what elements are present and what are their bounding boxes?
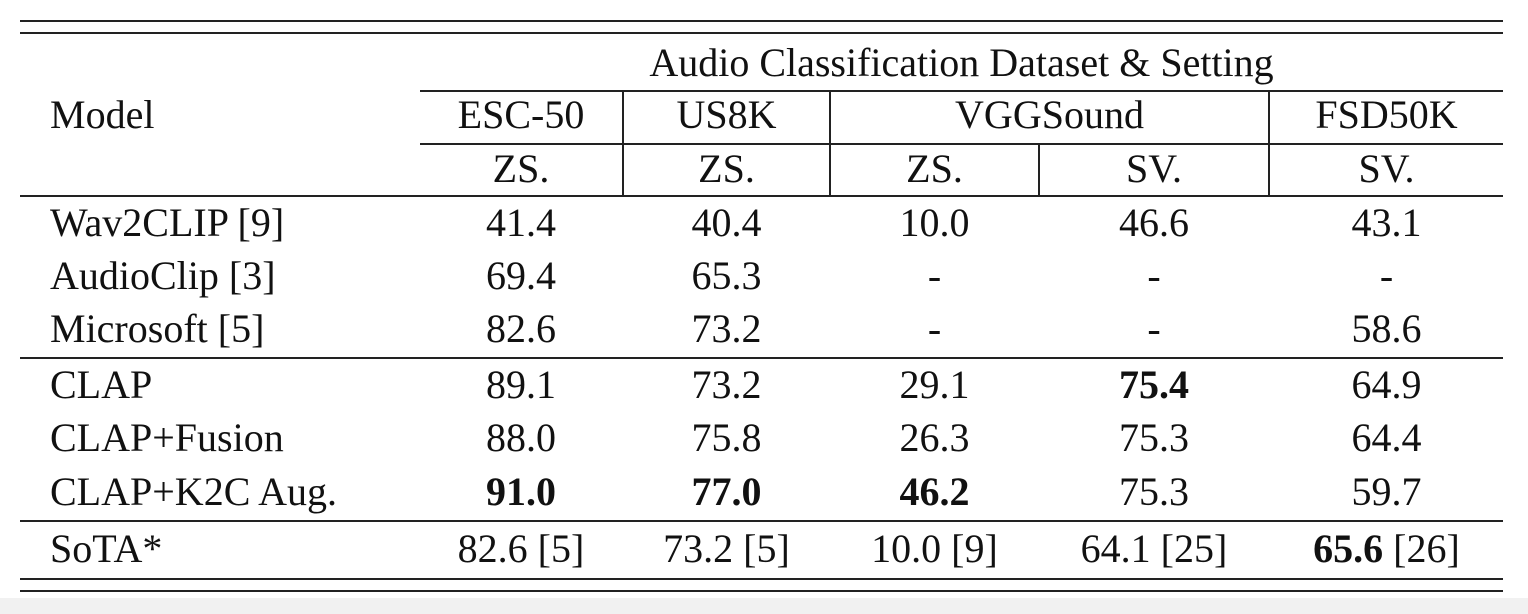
row-value-best: 77.0 [691, 469, 762, 514]
row-value: 40.4 [691, 200, 762, 245]
vline-esc-us8k [622, 91, 624, 196]
setting-header-5: SV. [1358, 146, 1415, 191]
baseline-separator-rule [20, 357, 1503, 359]
setting-underline [420, 143, 1503, 145]
sota-model: SoTA* [50, 526, 163, 571]
row-value: 88.0 [486, 415, 556, 460]
row-model: AudioClip [3] [50, 253, 276, 298]
setting-header-4: SV. [1126, 146, 1182, 191]
dataset-header-vggsound: VGGSound [955, 92, 1144, 137]
row-value-best: 46.2 [899, 469, 970, 514]
row-value: 26.3 [899, 415, 970, 460]
sota-value: 73.2 [663, 526, 734, 571]
row-model: Wav2CLIP [9] [50, 200, 285, 245]
row-model: CLAP [50, 362, 153, 407]
row-value: 69.4 [486, 253, 556, 298]
row-value: - [1379, 253, 1394, 298]
row-value: 64.9 [1351, 362, 1422, 407]
dataset-underline [420, 90, 1503, 92]
setting-header-3: ZS. [906, 146, 963, 191]
sota-separator-rule [20, 520, 1503, 522]
row-value: 46.6 [1119, 200, 1189, 245]
model-column-header: Model [50, 92, 155, 137]
vline-vgg-zs-sv [1038, 144, 1040, 196]
header-bottom-rule [20, 195, 1503, 197]
row-value: 65.3 [691, 253, 762, 298]
sota-value: 82.6 [457, 526, 528, 571]
row-value: 73.2 [691, 362, 762, 407]
row-value-best: 75.4 [1119, 362, 1189, 407]
vline-us8k-vgg [829, 91, 831, 196]
sota-value-best: 65.6 [1313, 526, 1384, 571]
sota-cell: 10.0 [9] [831, 522, 1038, 576]
row-value-best: 91.0 [486, 469, 556, 514]
setting-header-1: ZS. [492, 146, 550, 191]
dataset-header-us8k: US8K [676, 92, 777, 137]
sota-citation: [26] [1393, 526, 1460, 571]
sota-citation: [25] [1160, 526, 1228, 571]
row-model: Microsoft [5] [50, 306, 265, 351]
bottom-rule-2 [20, 590, 1503, 592]
sota-citation: [5] [743, 526, 790, 571]
row-value: - [927, 253, 942, 298]
row-value: 58.6 [1351, 306, 1422, 351]
page-bottom-shade [0, 598, 1528, 614]
row-value: 43.1 [1351, 200, 1422, 245]
row-value: - [927, 306, 942, 351]
row-value: 41.4 [486, 200, 556, 245]
sota-cell: 65.6 [26] [1270, 522, 1503, 576]
sota-citation: [9] [951, 526, 998, 571]
row-value: 59.7 [1351, 469, 1422, 514]
sota-cell: 64.1 [25] [1040, 522, 1268, 576]
row-value: 75.3 [1119, 469, 1189, 514]
top-rule-2 [20, 32, 1503, 34]
row-value: - [1147, 306, 1161, 351]
row-value: 73.2 [691, 306, 762, 351]
row-value: 10.0 [899, 200, 970, 245]
row-value: 64.4 [1351, 415, 1422, 460]
row-value: 89.1 [486, 362, 556, 407]
sota-cell: 73.2 [5] [624, 522, 829, 576]
dataset-header-esc50: ESC-50 [457, 92, 585, 137]
dataset-header-fsd50k: FSD50K [1315, 92, 1458, 137]
row-value: 75.8 [691, 415, 762, 460]
sota-value: 64.1 [1080, 526, 1151, 571]
top-rule-1 [20, 20, 1503, 22]
row-model: CLAP+Fusion [50, 415, 284, 460]
sota-citation: [5] [537, 526, 585, 571]
vline-vgg-fsd [1268, 91, 1270, 196]
group-header: Audio Classification Dataset & Setting [649, 40, 1274, 85]
row-model: CLAP+K2C Aug. [50, 469, 338, 514]
row-value: 75.3 [1119, 415, 1189, 460]
sota-value: 10.0 [871, 526, 942, 571]
bottom-rule-1 [20, 578, 1503, 580]
sota-cell: 82.6 [5] [420, 522, 622, 576]
row-value: - [1147, 253, 1161, 298]
row-value: 29.1 [899, 362, 970, 407]
row-value: 82.6 [486, 306, 556, 351]
setting-header-2: ZS. [698, 146, 755, 191]
